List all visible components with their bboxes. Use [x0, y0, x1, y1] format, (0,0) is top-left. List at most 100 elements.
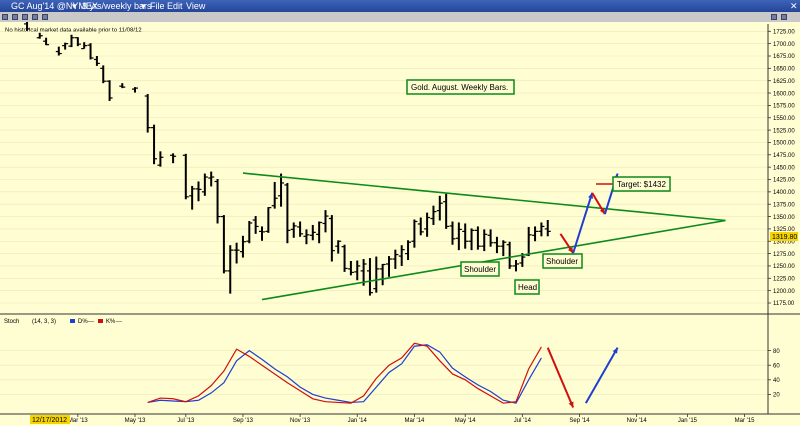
ohlc-bar — [449, 221, 456, 245]
ohlc-bar — [132, 87, 138, 93]
x-tick-label: Jan '14 — [348, 418, 368, 424]
x-tick-label: Nov '13 — [290, 418, 311, 424]
ohlc-bar — [487, 229, 494, 247]
ohlc-bar — [303, 229, 310, 245]
price-tick-label: 1700.00 — [773, 42, 795, 48]
crosshair-icon[interactable] — [22, 14, 28, 20]
ohlc-bar — [309, 224, 316, 241]
legend-d-value: --- — [88, 319, 94, 325]
x-axis: Mar '13 May '13 Jul '13 Sep '13 Nov '13 Jan '… — [68, 414, 755, 424]
trendline-lower[interactable] — [261, 219, 726, 301]
ohlc-bar — [430, 205, 437, 225]
ohlc-bar — [151, 124, 158, 165]
projection-arrow-down — [591, 192, 606, 215]
price-tick-label: 1450.00 — [773, 165, 795, 171]
menu-view[interactable]: View — [186, 1, 206, 11]
x-tick-label: May '13 — [125, 418, 146, 424]
ohlc-bar — [246, 220, 253, 244]
chart-title: Gold. August. Weekly Bars. — [411, 83, 508, 92]
price-tick-label: 1400.00 — [773, 190, 795, 196]
price-tick-label: 1650.00 — [773, 67, 795, 73]
ohlc-bar — [493, 236, 500, 254]
price-tick-label: 1750.00 — [773, 22, 795, 23]
menu-file[interactable]: File — [150, 1, 165, 11]
ohlc-bar — [398, 245, 405, 266]
projection-arrow-up — [572, 192, 594, 254]
cursor-icon[interactable] — [12, 14, 18, 20]
ohlc-bar — [290, 222, 297, 238]
arrow-head — [567, 247, 574, 254]
timeframe-label[interactable]: 3 yrs/weekly bars — [82, 1, 152, 11]
x-tick-label: Jan '15 — [678, 418, 698, 424]
ohlc-bar — [354, 260, 361, 281]
left-shoulder-label: Shoulder — [464, 265, 496, 274]
price-tick-label: 1200.00 — [773, 289, 795, 295]
ohlc-bar — [233, 242, 240, 264]
symbol-label[interactable]: GC Aug'14 @NYMEX — [11, 1, 98, 11]
ohlc-bar — [436, 195, 443, 221]
ohlc-bar — [474, 226, 481, 250]
menu-edit[interactable]: Edit — [167, 1, 183, 11]
price-tick-label: 1250.00 — [773, 264, 795, 270]
timeframe-dropdown-icon[interactable]: ▾ — [141, 1, 146, 11]
ohlc-bar — [182, 153, 189, 200]
ohlc-bar — [544, 220, 551, 237]
zoom-icon[interactable] — [2, 14, 8, 20]
right-shoulder-box — [542, 253, 583, 269]
x-tick-label: Mar '15 — [735, 418, 755, 424]
ohlc-bar — [411, 219, 418, 248]
price-tick-label: 1550.00 — [773, 116, 795, 122]
price-tick-label: 1375.00 — [773, 202, 795, 208]
close-icon[interactable]: ✕ — [790, 1, 798, 11]
price-tick-label: 1275.00 — [773, 252, 795, 258]
ohlc-bar — [373, 256, 380, 293]
right-shoulder-label: Shoulder — [546, 257, 578, 266]
ohlc-bar — [220, 215, 227, 274]
head-label: Head — [518, 283, 537, 292]
ohlc-bar — [119, 83, 126, 89]
ohlc-bar — [500, 240, 507, 257]
ohlc-bar — [170, 153, 177, 164]
price-axis: 1175.00 1200.00 1225.00 1250.00 1275.00 1300.… — [768, 22, 795, 307]
ohlc-bar — [252, 216, 259, 234]
text-tool-icon[interactable] — [42, 14, 48, 20]
ohlc-bar — [379, 263, 386, 286]
price-tick-label: 1175.00 — [773, 301, 795, 307]
price-tick-label: 1225.00 — [773, 277, 795, 283]
arrow-shaft — [572, 192, 594, 254]
ohlc-bar — [405, 240, 412, 261]
symbol-dropdown-icon[interactable]: ▾ — [72, 1, 77, 11]
price-tick-label: 1500.00 — [773, 141, 795, 147]
ohlc-bar — [347, 261, 354, 276]
legend-k-value: --- — [116, 319, 122, 325]
stoch-series-k — [147, 342, 542, 404]
ohlc-bar — [462, 223, 469, 249]
scroll-right-icon[interactable] — [781, 14, 787, 20]
stoch-arrow-down — [546, 347, 575, 408]
stoch-tick-label: 60 — [773, 363, 780, 369]
price-tick-label: 1300.00 — [773, 239, 795, 245]
ohlc-bar — [322, 210, 329, 233]
scroll-left-icon[interactable] — [771, 14, 777, 20]
gold-chart[interactable]: No historical market data available prio… — [0, 22, 800, 426]
arrow-head — [612, 347, 618, 354]
ohlc-bar — [271, 181, 278, 209]
ohlc-bar — [468, 228, 475, 251]
price-tick-label: 1475.00 — [773, 153, 795, 159]
arrow-shaft — [546, 347, 575, 408]
left-shoulder-box — [460, 261, 500, 277]
ohlc-bar — [265, 207, 272, 233]
ohlc-bar — [81, 42, 88, 50]
legend-k-name: K% — [106, 319, 116, 325]
chart-title-box — [406, 79, 515, 95]
trendline-upper[interactable] — [242, 172, 726, 222]
title-bar: GC Aug'14 @NYMEX ▾ 3 yrs/weekly bars ▾ F… — [0, 0, 800, 12]
stoch-grid — [0, 350, 768, 395]
legend-d-name: D% — [78, 319, 88, 325]
legend-d-swatch — [70, 319, 75, 323]
price-tick-label: 1325.00 — [773, 227, 795, 233]
ohlc-bar — [284, 182, 291, 244]
drawing-icon[interactable] — [32, 14, 38, 20]
ohlc-bar — [455, 222, 462, 251]
price-grid — [0, 31, 768, 304]
